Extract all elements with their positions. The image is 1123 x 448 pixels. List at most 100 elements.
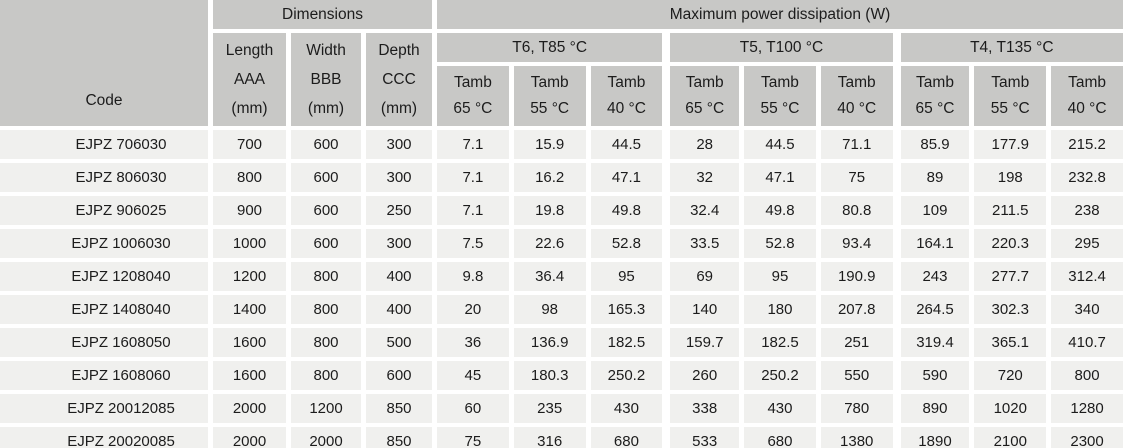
- value-cell: 900: [213, 196, 286, 225]
- value-cell: 182.5: [590, 328, 663, 357]
- value-cell: 890: [897, 394, 970, 423]
- value-cell: 800: [291, 328, 361, 357]
- value-cell: 7.5: [437, 229, 509, 258]
- value-cell: 680: [744, 427, 816, 448]
- value-cell: 89: [897, 163, 970, 192]
- tamb-label: Tamb: [761, 74, 799, 91]
- value-cell: 430: [590, 394, 663, 423]
- group-header-t6-t85: T6, T85 °C: [437, 33, 663, 62]
- tamb-temp: 65 °C: [685, 100, 725, 117]
- value-cell: 600: [291, 130, 361, 159]
- section-header-max-power-dissipation: Maximum power dissipation (W): [437, 0, 1123, 29]
- table-row: EJPZ 1608060 1600 800 600 45 180.3 250.2 260 250…: [0, 361, 1123, 390]
- table-row: EJPZ 706030 700 600 300 7.1 15.9 44.5 28 44.5 71.…: [0, 130, 1123, 159]
- value-cell: 340: [1051, 295, 1123, 324]
- column-header-length: Length AAA (mm): [213, 33, 286, 126]
- value-cell: 49.8: [744, 196, 816, 225]
- tamb-temp: 55 °C: [760, 100, 800, 117]
- column-header-t5-tamb-55: Tamb 55 °C: [744, 66, 816, 126]
- value-cell: 1200: [291, 394, 361, 423]
- value-cell: 800: [291, 361, 361, 390]
- value-cell: 680: [590, 427, 663, 448]
- row-code-cell: EJPZ 1608050: [0, 328, 208, 357]
- value-cell: 800: [291, 262, 361, 291]
- value-cell: 1400: [213, 295, 286, 324]
- value-cell: 302.3: [974, 295, 1047, 324]
- row-code-cell: EJPZ 1408040: [0, 295, 208, 324]
- length-ref: AAA: [233, 71, 265, 88]
- tamb-temp: 40 °C: [837, 100, 877, 117]
- value-cell: 75: [820, 163, 893, 192]
- row-code-cell: EJPZ 20012085: [0, 394, 208, 423]
- value-cell: 190.9: [820, 262, 893, 291]
- depth-unit: (mm): [380, 100, 418, 117]
- row-code-cell: EJPZ 20020085: [0, 427, 208, 448]
- value-cell: 32.4: [667, 196, 740, 225]
- value-cell: 211.5: [974, 196, 1047, 225]
- value-cell: 550: [820, 361, 893, 390]
- value-cell: 264.5: [897, 295, 970, 324]
- value-cell: 28: [667, 130, 740, 159]
- value-cell: 177.9: [974, 130, 1047, 159]
- row-code-cell: EJPZ 706030: [0, 130, 208, 159]
- row-code-cell: EJPZ 1006030: [0, 229, 208, 258]
- row-code-cell: EJPZ 806030: [0, 163, 208, 192]
- column-header-t6-tamb-55: Tamb 55 °C: [513, 66, 586, 126]
- value-cell: 32: [667, 163, 740, 192]
- value-cell: 250.2: [590, 361, 663, 390]
- tamb-temp: 55 °C: [530, 100, 570, 117]
- value-cell: 250: [366, 196, 433, 225]
- value-cell: 600: [291, 229, 361, 258]
- value-cell: 164.1: [897, 229, 970, 258]
- value-cell: 300: [366, 130, 433, 159]
- value-cell: 75: [437, 427, 509, 448]
- value-cell: 850: [366, 427, 433, 448]
- tamb-temp: 40 °C: [606, 100, 646, 117]
- value-cell: 1020: [974, 394, 1047, 423]
- value-cell: 400: [366, 262, 433, 291]
- depth-label: Depth: [378, 42, 420, 59]
- value-cell: 338: [667, 394, 740, 423]
- value-cell: 780: [820, 394, 893, 423]
- tamb-label: Tamb: [530, 74, 569, 91]
- table-row: EJPZ 806030 800 600 300 7.1 16.2 47.1 32 47.1 75 8…: [0, 163, 1123, 192]
- value-cell: 182.5: [744, 328, 816, 357]
- value-cell: 295: [1051, 229, 1123, 258]
- table-row: EJPZ 20020085 2000 2000 850 75 316 680 533 680 13…: [0, 427, 1123, 448]
- value-cell: 52.8: [744, 229, 816, 258]
- value-cell: 45: [437, 361, 509, 390]
- column-header-t6-tamb-65: Tamb 65 °C: [437, 66, 509, 126]
- value-cell: 36.4: [513, 262, 586, 291]
- value-cell: 800: [291, 295, 361, 324]
- value-cell: 69: [667, 262, 740, 291]
- value-cell: 71.1: [820, 130, 893, 159]
- value-cell: 238: [1051, 196, 1123, 225]
- value-cell: 198: [974, 163, 1047, 192]
- value-cell: 2000: [213, 427, 286, 448]
- value-cell: 165.3: [590, 295, 663, 324]
- header-row-groups: Length AAA (mm) Width BBB (mm) Depth CCC…: [0, 33, 1123, 126]
- length-unit: (mm): [231, 100, 268, 117]
- value-cell: 7.1: [437, 130, 509, 159]
- value-cell: 49.8: [590, 196, 663, 225]
- tamb-label: Tamb: [991, 74, 1030, 91]
- value-cell: 180.3: [513, 361, 586, 390]
- column-header-t4-tamb-65: Tamb 65 °C: [897, 66, 970, 126]
- tamb-label: Tamb: [685, 74, 724, 91]
- column-header-t5-tamb-40: Tamb 40 °C: [820, 66, 893, 126]
- column-header-code: Code: [0, 0, 208, 126]
- row-code-cell: EJPZ 1608060: [0, 361, 208, 390]
- column-header-t4-tamb-55: Tamb 55 °C: [974, 66, 1047, 126]
- value-cell: 400: [366, 295, 433, 324]
- value-cell: 109: [897, 196, 970, 225]
- value-cell: 700: [213, 130, 286, 159]
- header-row-tamb: Tamb 65 °C Tamb 55 °C Tamb 40 °C Tamb 65…: [0, 66, 1123, 126]
- value-cell: 33.5: [667, 229, 740, 258]
- value-cell: 95: [590, 262, 663, 291]
- value-cell: 16.2: [513, 163, 586, 192]
- tamb-temp: 40 °C: [1067, 100, 1107, 117]
- value-cell: 22.6: [513, 229, 586, 258]
- table-row: EJPZ 20012085 2000 1200 850 60 235 430 338 430 78…: [0, 394, 1123, 423]
